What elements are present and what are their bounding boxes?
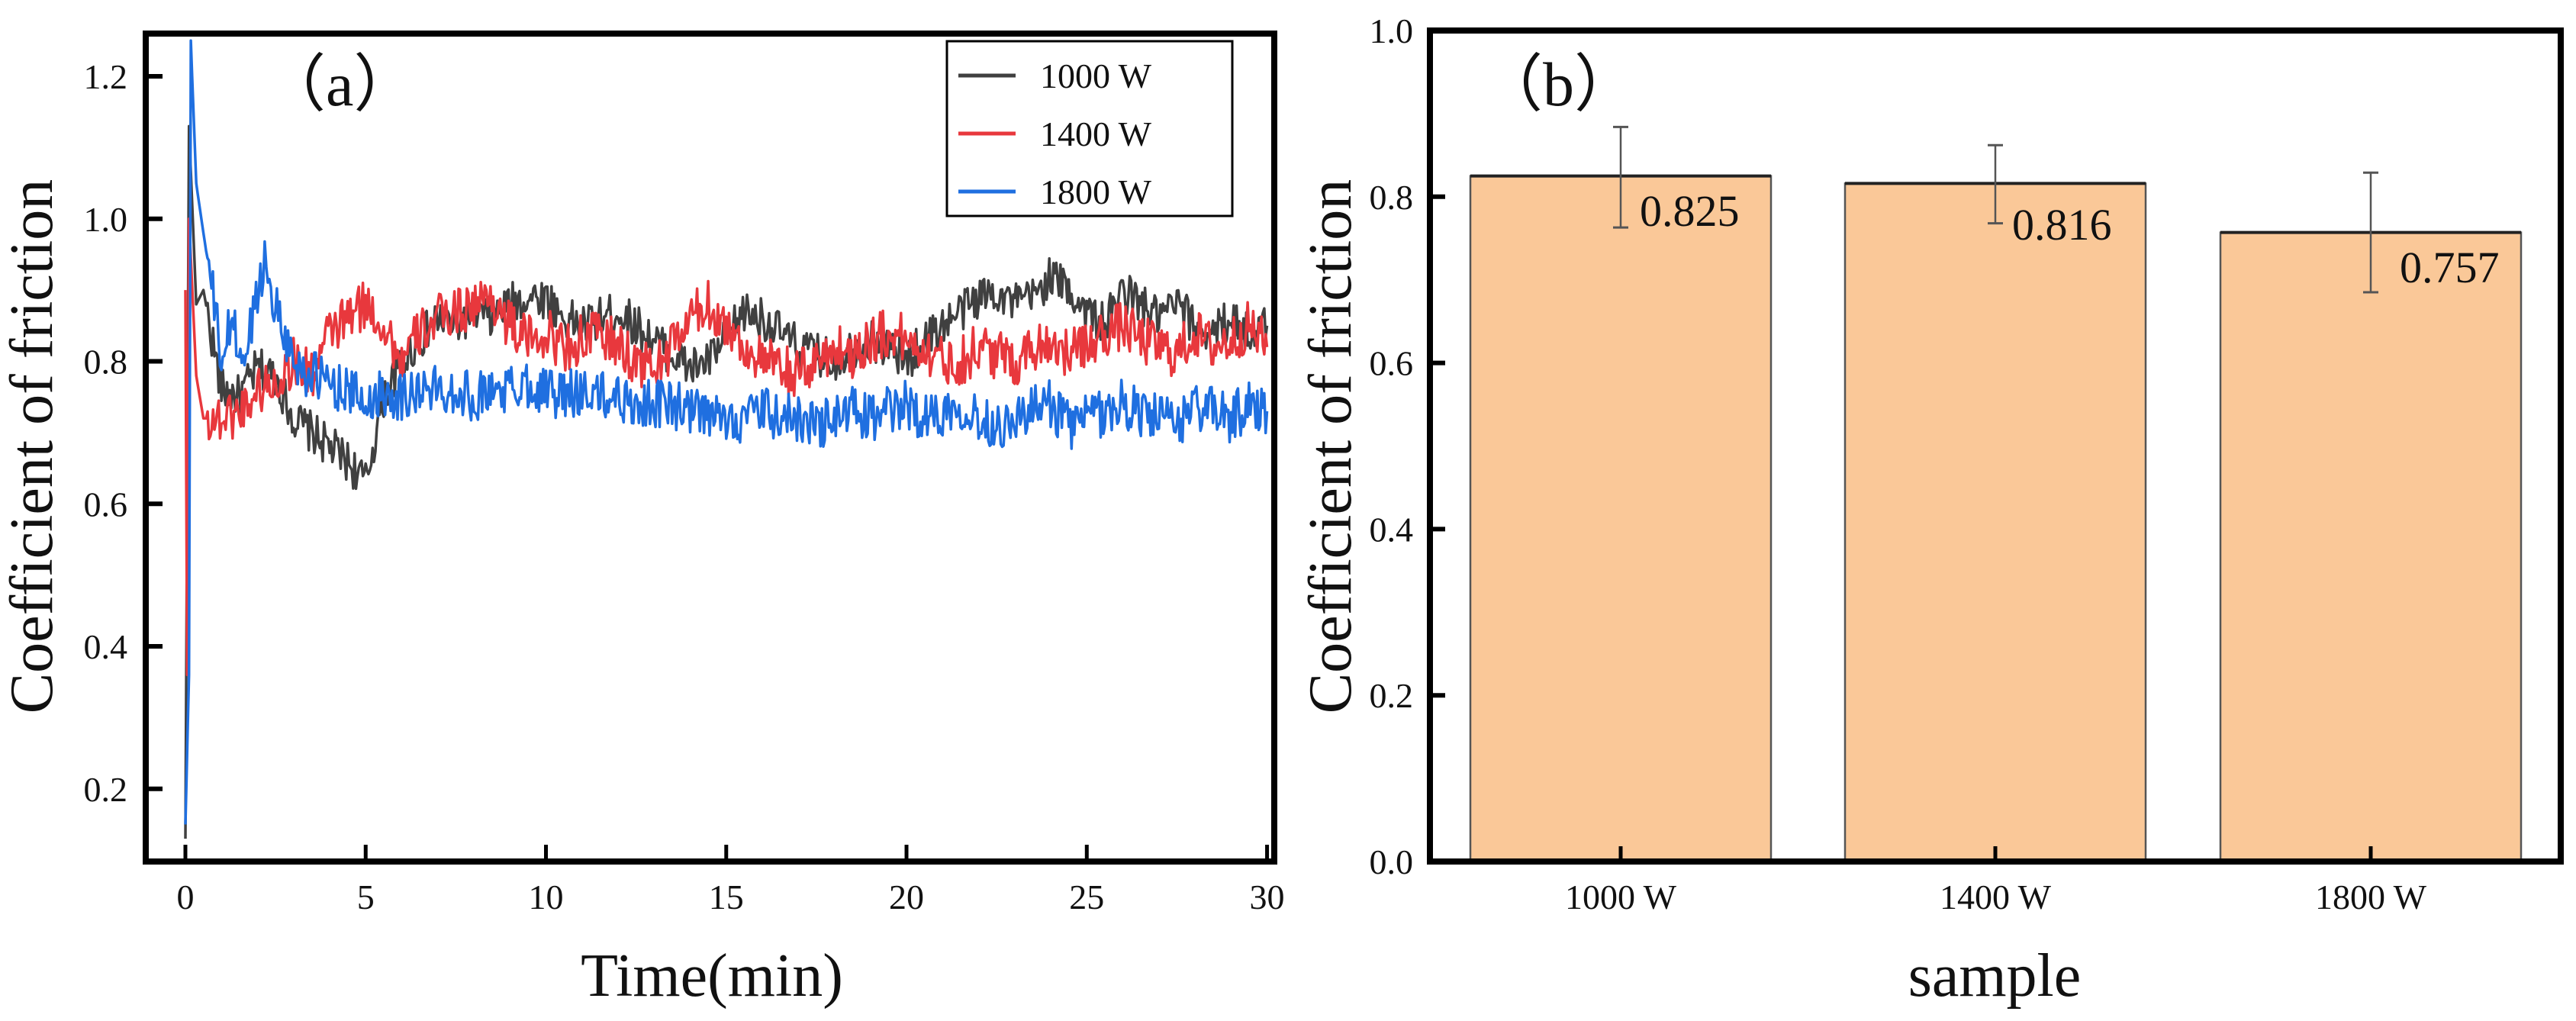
- x-ticks-a: 0 5 10 15 20 25 30: [176, 845, 1285, 916]
- y-tick-label: 0.8: [84, 343, 128, 382]
- y-tick-label: 0.0: [1370, 842, 1414, 881]
- x-tick-label: 15: [709, 878, 744, 916]
- y-tick-label: 0.4: [1370, 510, 1414, 549]
- x-tick-label: 25: [1069, 878, 1104, 916]
- x-axis-title-b: sample: [1908, 942, 2082, 1010]
- bar-1000w: [1469, 175, 1773, 863]
- panel-label-a: （a）: [263, 50, 416, 119]
- x-tick-label: 1400 W: [1940, 878, 2052, 916]
- y-tick-label: 0.4: [84, 627, 128, 666]
- series-line-1000w: [184, 124, 1269, 839]
- x-tick-label: 30: [1250, 878, 1285, 916]
- x-axis-title-a: Time(min): [581, 942, 843, 1010]
- value-label: 0.757: [2400, 243, 2500, 292]
- plot-frame-a: [143, 31, 1277, 865]
- y-ticks-a: 0.2 0.4 0.6 0.8 1.0 1.2: [84, 57, 163, 809]
- y-tick-label: 1.0: [84, 200, 128, 239]
- series-line-1400w: [184, 217, 1269, 677]
- x-tick-label: 10: [529, 878, 564, 916]
- y-tick-label: 0.2: [1370, 676, 1414, 715]
- legend-label: 1800 W: [1040, 172, 1152, 211]
- y-axis-title-a: Coefficient of friction: [0, 179, 66, 714]
- chart-a: 0 5 10 15 20 25 30 0.2 0.4 0.6 0.8 1.0 1.2 （a） Time…: [0, 31, 1285, 1010]
- value-label: 0.816: [2012, 200, 2112, 250]
- bar-1400w: [1843, 182, 2147, 863]
- y-tick-label: 0.6: [1370, 344, 1414, 383]
- legend-box: [945, 40, 1234, 217]
- y-tick-label: 1.0: [1370, 11, 1414, 50]
- bars-group: 0.825 0.816 0.757: [1469, 125, 2523, 863]
- y-tick-label: 1.2: [84, 57, 128, 96]
- x-tick-label: 1000 W: [1565, 878, 1677, 916]
- y-tick-label: 0.2: [84, 770, 128, 809]
- value-label: 0.825: [1640, 186, 1740, 236]
- x-tick-label: 1800 W: [2315, 878, 2427, 916]
- y-axis-title-b: Coefficient of friction: [1297, 179, 1364, 714]
- series-line-1800w: [184, 39, 1269, 825]
- bar-1800w: [2219, 231, 2523, 863]
- legend-label: 1400 W: [1040, 114, 1152, 153]
- panel-label-b: （b）: [1480, 50, 1637, 119]
- legend-label: 1000 W: [1040, 56, 1152, 95]
- x-tick-label: 0: [176, 878, 194, 916]
- x-tick-label: 5: [357, 878, 375, 916]
- legend: 1000 W 1400 W 1800 W: [945, 40, 1234, 217]
- line-series-group: [184, 39, 1269, 839]
- x-ticks-b: 1000 W 1400 W 1800 W: [1565, 846, 2427, 916]
- y-ticks-b: 0.0 0.2 0.4 0.6 0.8 1.0: [1370, 11, 1445, 881]
- x-tick-label: 20: [889, 878, 924, 916]
- y-tick-label: 0.6: [84, 485, 128, 523]
- y-tick-label: 0.8: [1370, 178, 1414, 217]
- chart-b: 0.825 0.816 0.757 0.0 0.2 0.4 0.6 0.8 1.0 1000 …: [1297, 11, 2564, 1010]
